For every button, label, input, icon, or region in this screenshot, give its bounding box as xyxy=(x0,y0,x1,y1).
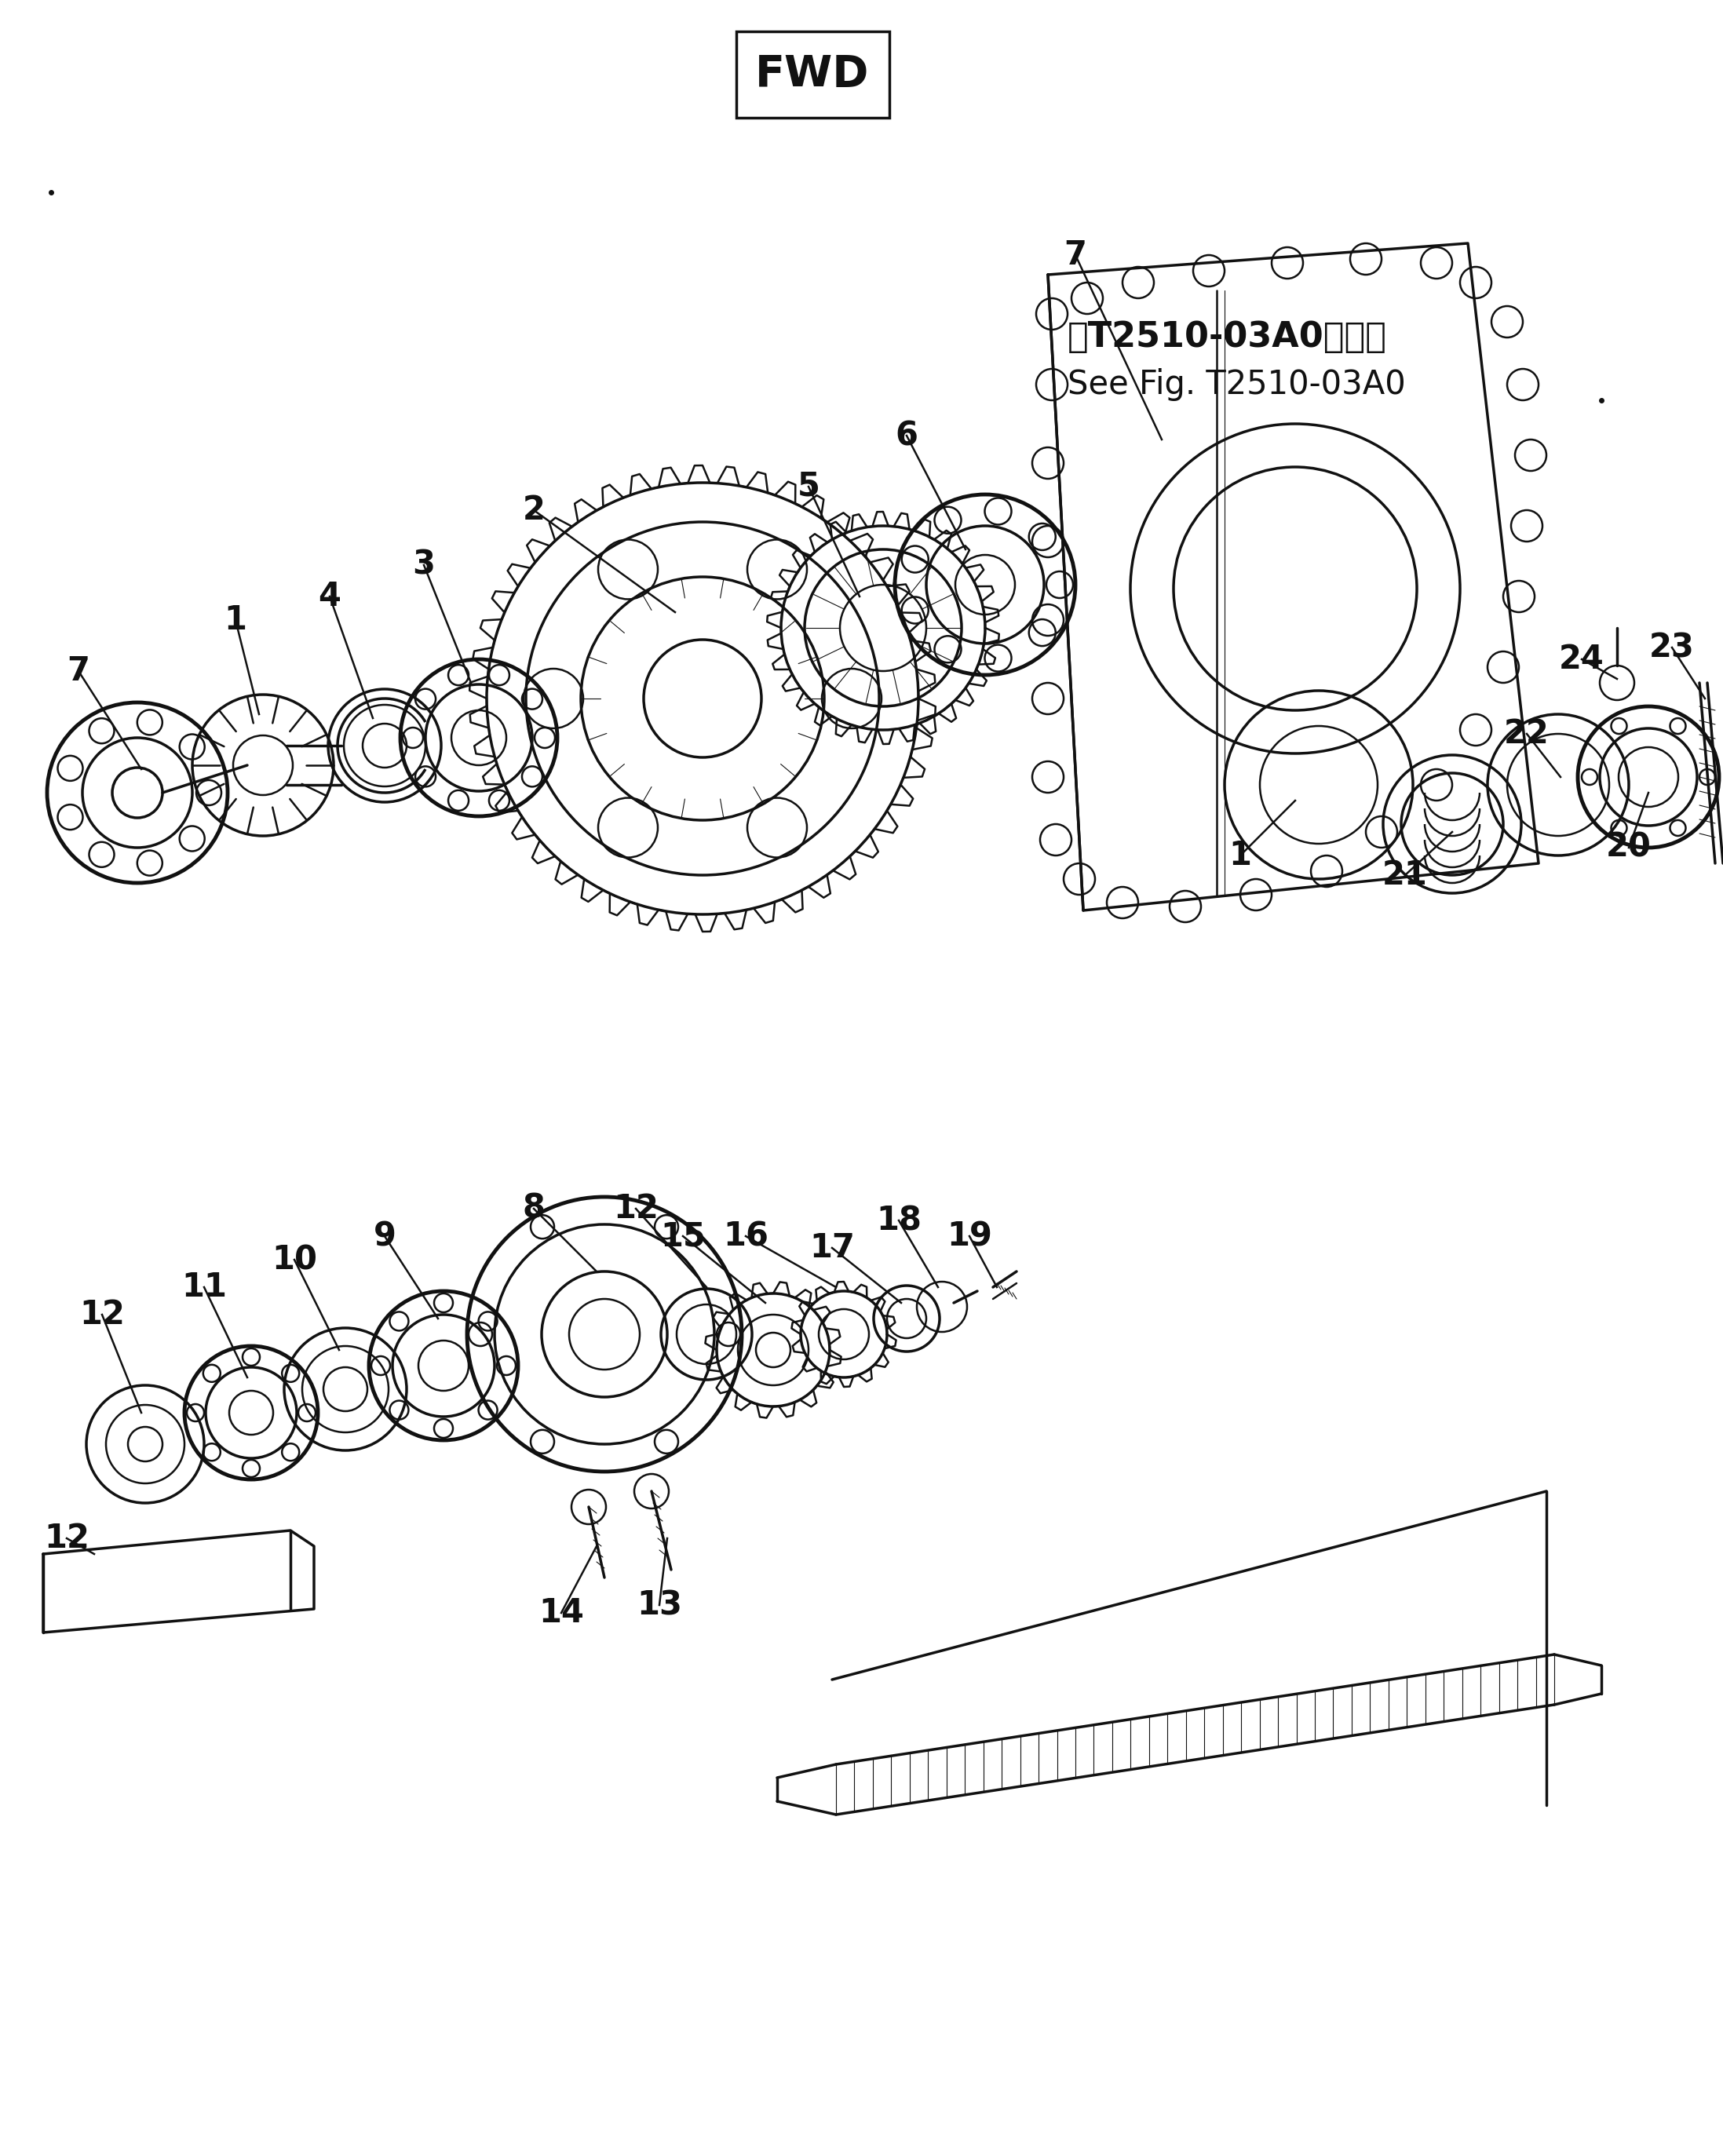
Text: 18: 18 xyxy=(875,1203,922,1238)
Text: 12: 12 xyxy=(79,1298,124,1330)
Text: 20: 20 xyxy=(1606,832,1652,865)
Text: 19: 19 xyxy=(946,1220,992,1253)
Text: 第T2510-03A0図参照: 第T2510-03A0図参照 xyxy=(1068,321,1387,354)
Text: 9: 9 xyxy=(374,1220,396,1253)
Text: 21: 21 xyxy=(1382,858,1428,893)
Text: See Fig. T2510-03A0: See Fig. T2510-03A0 xyxy=(1068,369,1406,401)
Text: 16: 16 xyxy=(724,1220,768,1253)
Text: 12: 12 xyxy=(45,1522,90,1554)
Text: 5: 5 xyxy=(798,470,820,502)
Text: 2: 2 xyxy=(522,494,544,526)
Text: 8: 8 xyxy=(522,1192,544,1225)
Text: 6: 6 xyxy=(896,418,918,453)
Text: 3: 3 xyxy=(412,548,436,582)
Text: 24: 24 xyxy=(1559,642,1604,675)
Text: 23: 23 xyxy=(1649,632,1695,664)
Text: 14: 14 xyxy=(539,1595,584,1630)
Text: 1: 1 xyxy=(1228,839,1251,871)
Text: 12: 12 xyxy=(613,1192,658,1225)
FancyBboxPatch shape xyxy=(736,32,889,119)
Text: FWD: FWD xyxy=(755,54,870,95)
Text: 17: 17 xyxy=(810,1231,855,1263)
Text: 7: 7 xyxy=(1065,239,1087,272)
Text: 13: 13 xyxy=(636,1589,682,1621)
Text: 11: 11 xyxy=(181,1270,227,1304)
Text: 1: 1 xyxy=(224,604,246,636)
Text: 15: 15 xyxy=(660,1220,706,1253)
Text: 10: 10 xyxy=(272,1244,317,1276)
Text: 7: 7 xyxy=(67,655,90,688)
Text: 22: 22 xyxy=(1504,718,1549,750)
Text: 4: 4 xyxy=(319,580,341,612)
